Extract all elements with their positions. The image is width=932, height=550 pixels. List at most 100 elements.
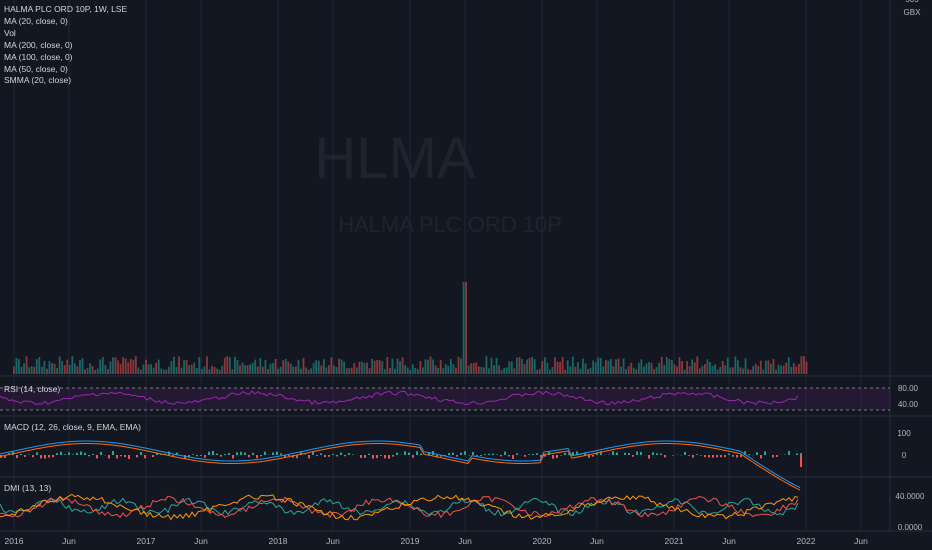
volume-bar bbox=[46, 368, 48, 374]
volume-bar bbox=[188, 365, 191, 374]
volume-bar bbox=[221, 365, 224, 374]
volume-bar bbox=[404, 365, 407, 374]
volume-bar bbox=[383, 369, 386, 374]
volume-bar bbox=[439, 360, 442, 374]
legend-study-smma: SMMA (20, close) bbox=[4, 75, 71, 85]
volume-bar bbox=[228, 357, 231, 374]
volume-bar bbox=[790, 366, 793, 374]
macd-histogram-bar bbox=[220, 455, 222, 457]
volume-bar bbox=[249, 364, 252, 374]
volume-bar bbox=[607, 360, 610, 374]
macd-histogram-bar bbox=[236, 452, 238, 455]
volume-bar bbox=[526, 359, 528, 374]
volume-bar bbox=[206, 356, 208, 374]
macd-histogram-bar bbox=[560, 455, 562, 456]
volume-bar bbox=[167, 366, 170, 374]
watermark-symbol: HLMA bbox=[314, 126, 475, 191]
volume-bar bbox=[58, 356, 61, 374]
macd-histogram-bar bbox=[708, 455, 710, 458]
macd-histogram-bar bbox=[80, 451, 82, 455]
macd-signal-line bbox=[0, 443, 801, 491]
macd-tick-0: 100 bbox=[897, 429, 911, 438]
volume-bar bbox=[787, 357, 790, 374]
macd-histogram-bar bbox=[156, 453, 158, 455]
volume-bar bbox=[132, 359, 135, 374]
volume-bar bbox=[91, 365, 94, 374]
macd-histogram-bar bbox=[328, 455, 330, 457]
volume-bar bbox=[112, 357, 114, 374]
rsi-line bbox=[0, 390, 799, 406]
macd-histogram-bar bbox=[112, 451, 114, 455]
legend[interactable]: HALMA PLC ORD 10P, 1W, LSE MA (20, close… bbox=[4, 4, 141, 493]
price-axis[interactable]: GBX 400034003000260022001900160014001200… bbox=[889, 0, 922, 530]
volume-bar bbox=[117, 360, 119, 374]
macd-histogram-bar bbox=[772, 455, 774, 458]
volume-bar bbox=[635, 369, 638, 374]
volume-bar bbox=[650, 362, 653, 374]
volume-bar bbox=[477, 366, 480, 374]
volume-bar bbox=[15, 357, 18, 374]
volume-bar bbox=[457, 356, 460, 374]
macd-histogram-bar bbox=[484, 454, 486, 455]
macd-histogram-bar bbox=[260, 455, 262, 457]
volume-bar bbox=[602, 366, 605, 374]
dmi-pane[interactable]: 40.0000 0.0000 bbox=[0, 492, 925, 532]
volume-bar bbox=[683, 369, 686, 374]
currency-label: GBX bbox=[904, 8, 922, 17]
macd-histogram-bar bbox=[280, 453, 282, 455]
macd-histogram-bar bbox=[588, 455, 590, 458]
macd-histogram-bar bbox=[68, 452, 70, 455]
volume-bar bbox=[742, 368, 744, 374]
volume-bar bbox=[325, 367, 328, 374]
time-tick-12: 2022 bbox=[797, 536, 816, 546]
macd-histogram-bar bbox=[40, 455, 42, 459]
volume-bar bbox=[84, 369, 86, 374]
volume-bar bbox=[665, 357, 668, 374]
macd-histogram-bar bbox=[116, 455, 118, 459]
volume-bar bbox=[424, 359, 427, 374]
grid-lines bbox=[13, 0, 862, 531]
macd-histogram-bar bbox=[524, 455, 526, 457]
macd-pane[interactable]: 100 0 bbox=[0, 429, 911, 491]
volume-bar bbox=[470, 363, 473, 374]
macd-histogram-bar bbox=[460, 452, 462, 455]
volume-bar bbox=[157, 359, 160, 374]
volume-bar bbox=[640, 359, 643, 374]
volume-bar bbox=[803, 356, 805, 374]
volume-bar bbox=[467, 365, 470, 374]
volume-bar bbox=[637, 362, 640, 374]
volume-bar bbox=[330, 357, 333, 374]
macd-histogram-bar bbox=[528, 454, 530, 455]
macd-histogram-bar bbox=[232, 455, 234, 459]
volume-bar bbox=[721, 361, 724, 374]
macd-histogram-bar bbox=[672, 455, 674, 456]
macd-histogram-bar bbox=[700, 455, 702, 456]
volume-bar bbox=[165, 369, 168, 374]
macd-histogram-bar bbox=[516, 453, 518, 455]
volume-bar bbox=[719, 367, 722, 374]
volume-bar bbox=[106, 369, 109, 374]
macd-histogram-bar bbox=[712, 455, 714, 458]
volume-bar bbox=[444, 364, 447, 374]
volume-bar bbox=[162, 369, 165, 374]
volume-bar bbox=[703, 364, 706, 374]
volume-bar bbox=[419, 361, 422, 374]
macd-histogram-bar bbox=[36, 452, 38, 455]
volume-bar bbox=[612, 366, 615, 374]
macd-histogram-bar bbox=[576, 451, 578, 455]
rsi-pane[interactable]: 80.00 40.00 bbox=[0, 384, 919, 411]
volume-bar bbox=[538, 368, 541, 374]
volume-bar bbox=[394, 368, 396, 374]
volume-bar bbox=[239, 365, 241, 374]
volume-bar bbox=[429, 356, 432, 374]
volume-bar bbox=[670, 359, 673, 374]
volume-bar bbox=[498, 365, 501, 374]
macd-histogram-bar bbox=[540, 455, 542, 458]
volume-bar bbox=[782, 365, 785, 374]
macd-histogram-bar bbox=[72, 454, 74, 455]
macd-histogram-bar bbox=[600, 451, 602, 455]
macd-histogram-bar bbox=[408, 452, 410, 455]
macd-histogram-bar bbox=[100, 451, 102, 455]
volume-bar bbox=[706, 359, 709, 374]
